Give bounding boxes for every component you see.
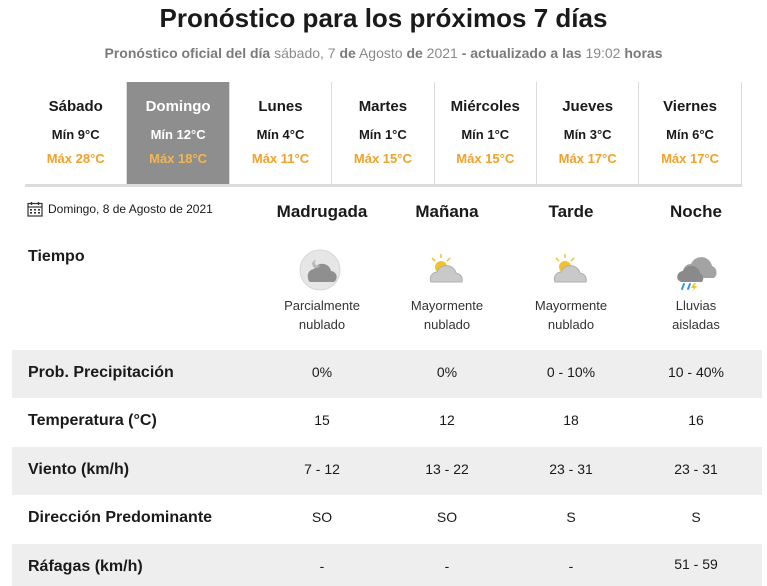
cell-madrugada: SO	[311, 509, 333, 525]
cell-madrugada: -	[319, 558, 325, 574]
row-label: Dirección Predominante	[28, 509, 213, 526]
row-label: Temperatura (°C)	[28, 412, 157, 429]
cell-manana: SO	[436, 509, 458, 525]
row-rafagas: Ráfagas (km/h) - - - 51 - 59	[12, 544, 762, 586]
weather-desc-line1: Mayormente	[534, 298, 608, 313]
row-temperatura: Temperatura (°C) 15 12 18 16	[12, 398, 762, 446]
cell-tarde: -	[568, 558, 574, 574]
tiempo-label: Tiempo	[28, 248, 85, 265]
cell-noche: 23 - 31	[674, 461, 718, 477]
day-tab-viernes[interactable]: Viernes Mín 6°C Máx 17°C	[639, 82, 742, 184]
day-min: Mín 12°C	[150, 127, 206, 142]
period-noche: Noche	[670, 202, 722, 221]
day-tab-lunes[interactable]: Lunes Mín 4°C Máx 11°C	[230, 82, 333, 184]
day-tab-domingo[interactable]: Domingo Mín 12°C Máx 18°C	[127, 82, 230, 184]
day-name: Jueves	[562, 98, 614, 115]
row-label: Viento (km/h)	[28, 461, 130, 478]
weather-madrugada: Parcialmente nublado	[257, 248, 387, 334]
day-max: Máx 15°C	[353, 151, 412, 166]
day-min: Mín 3°C	[563, 127, 612, 142]
cell-madrugada: 0%	[311, 364, 333, 380]
day-max: Máx 11°C	[251, 151, 310, 166]
weather-desc-line1: Mayormente	[410, 298, 484, 313]
day-min: Mín 9°C	[51, 127, 100, 142]
day-name: Miércoles	[450, 98, 520, 115]
day-name: Viernes	[663, 98, 717, 115]
weather-manana: Mayormente nublado	[382, 248, 512, 334]
weather-desc-line2: nublado	[423, 317, 471, 332]
row-prob-precipitacion: Prob. Precipitación 0% 0% 0 - 10% 10 - 4…	[12, 350, 762, 398]
weather-tarde: Mayormente nublado	[506, 248, 636, 334]
cell-tarde: 18	[563, 412, 579, 428]
cell-tarde: S	[566, 509, 576, 525]
day-tab-miercoles[interactable]: Miércoles Mín 1°C Máx 15°C	[435, 82, 537, 184]
day-name: Martes	[358, 98, 408, 115]
day-tabs: Sábado Mín 9°C Máx 28°C Domingo Mín 12°C…	[25, 82, 742, 187]
day-max: Máx 18°C	[149, 151, 208, 166]
row-viento: Viento (km/h) 7 - 12 13 - 22 23 - 31 23 …	[12, 447, 762, 495]
cell-noche: 16	[688, 412, 704, 428]
cell-tarde: 0 - 10%	[546, 364, 596, 380]
day-tab-jueves[interactable]: Jueves Mín 3°C Máx 17°C	[537, 82, 640, 184]
partly-cloudy-night-icon	[299, 249, 341, 291]
day-max: Máx 15°C	[456, 151, 515, 166]
cell-noche: 10 - 40%	[667, 364, 725, 380]
mostly-cloudy-day-icon	[429, 254, 463, 283]
day-name: Domingo	[145, 98, 211, 115]
cell-manana: -	[444, 558, 450, 574]
calendar-icon	[27, 202, 43, 217]
weather-desc-line1: Parcialmente	[284, 298, 360, 313]
detail-date: Domingo, 8 de Agosto de 2021	[27, 201, 213, 217]
period-tarde: Tarde	[548, 202, 594, 221]
day-min: Mín 6°C	[666, 127, 714, 142]
day-name: Lunes	[258, 98, 303, 115]
page-title: Pronóstico para los próximos 7 días	[159, 3, 608, 33]
mostly-cloudy-day-icon	[553, 254, 587, 283]
cell-noche: S	[691, 509, 701, 525]
row-label: Prob. Precipitación	[28, 364, 174, 381]
row-label: Ráfagas (km/h)	[28, 558, 143, 575]
period-manana: Mañana	[415, 202, 479, 221]
weather-desc-line2: nublado	[298, 317, 346, 332]
detail-date-text: Domingo, 8 de Agosto de 2021	[48, 202, 213, 216]
cell-tarde: 23 - 31	[549, 461, 593, 477]
day-max: Máx 17°C	[661, 151, 720, 166]
row-direccion: Dirección Predominante SO SO S S	[12, 495, 762, 543]
day-min: Mín 1°C	[358, 127, 407, 142]
page-subtitle: Pronóstico oficial del día sábado, 7 de …	[104, 45, 663, 61]
day-max: Máx 17°C	[558, 151, 617, 166]
cell-madrugada: 7 - 12	[304, 461, 340, 477]
weather-desc-line2: nublado	[547, 317, 595, 332]
day-min: Mín 1°C	[461, 127, 510, 142]
cell-manana: 12	[439, 412, 455, 428]
cell-madrugada: 15	[314, 412, 330, 428]
day-max: Máx 28°C	[46, 151, 105, 166]
weather-desc-line2: aisladas	[672, 317, 720, 332]
cell-noche: 51 - 59	[674, 556, 718, 572]
day-tab-martes[interactable]: Martes Mín 1°C Máx 15°C	[332, 82, 435, 184]
cell-manana: 0%	[436, 364, 458, 380]
isolated-showers-icon	[677, 257, 717, 292]
period-madrugada: Madrugada	[276, 202, 368, 221]
weather-noche: Lluvias aisladas	[631, 248, 761, 334]
weather-desc-line1: Lluvias	[675, 298, 717, 313]
day-tab-sabado[interactable]: Sábado Mín 9°C Máx 28°C	[25, 82, 128, 184]
day-min: Mín 4°C	[256, 127, 305, 142]
cell-manana: 13 - 22	[425, 461, 469, 477]
day-name: Sábado	[48, 98, 103, 115]
